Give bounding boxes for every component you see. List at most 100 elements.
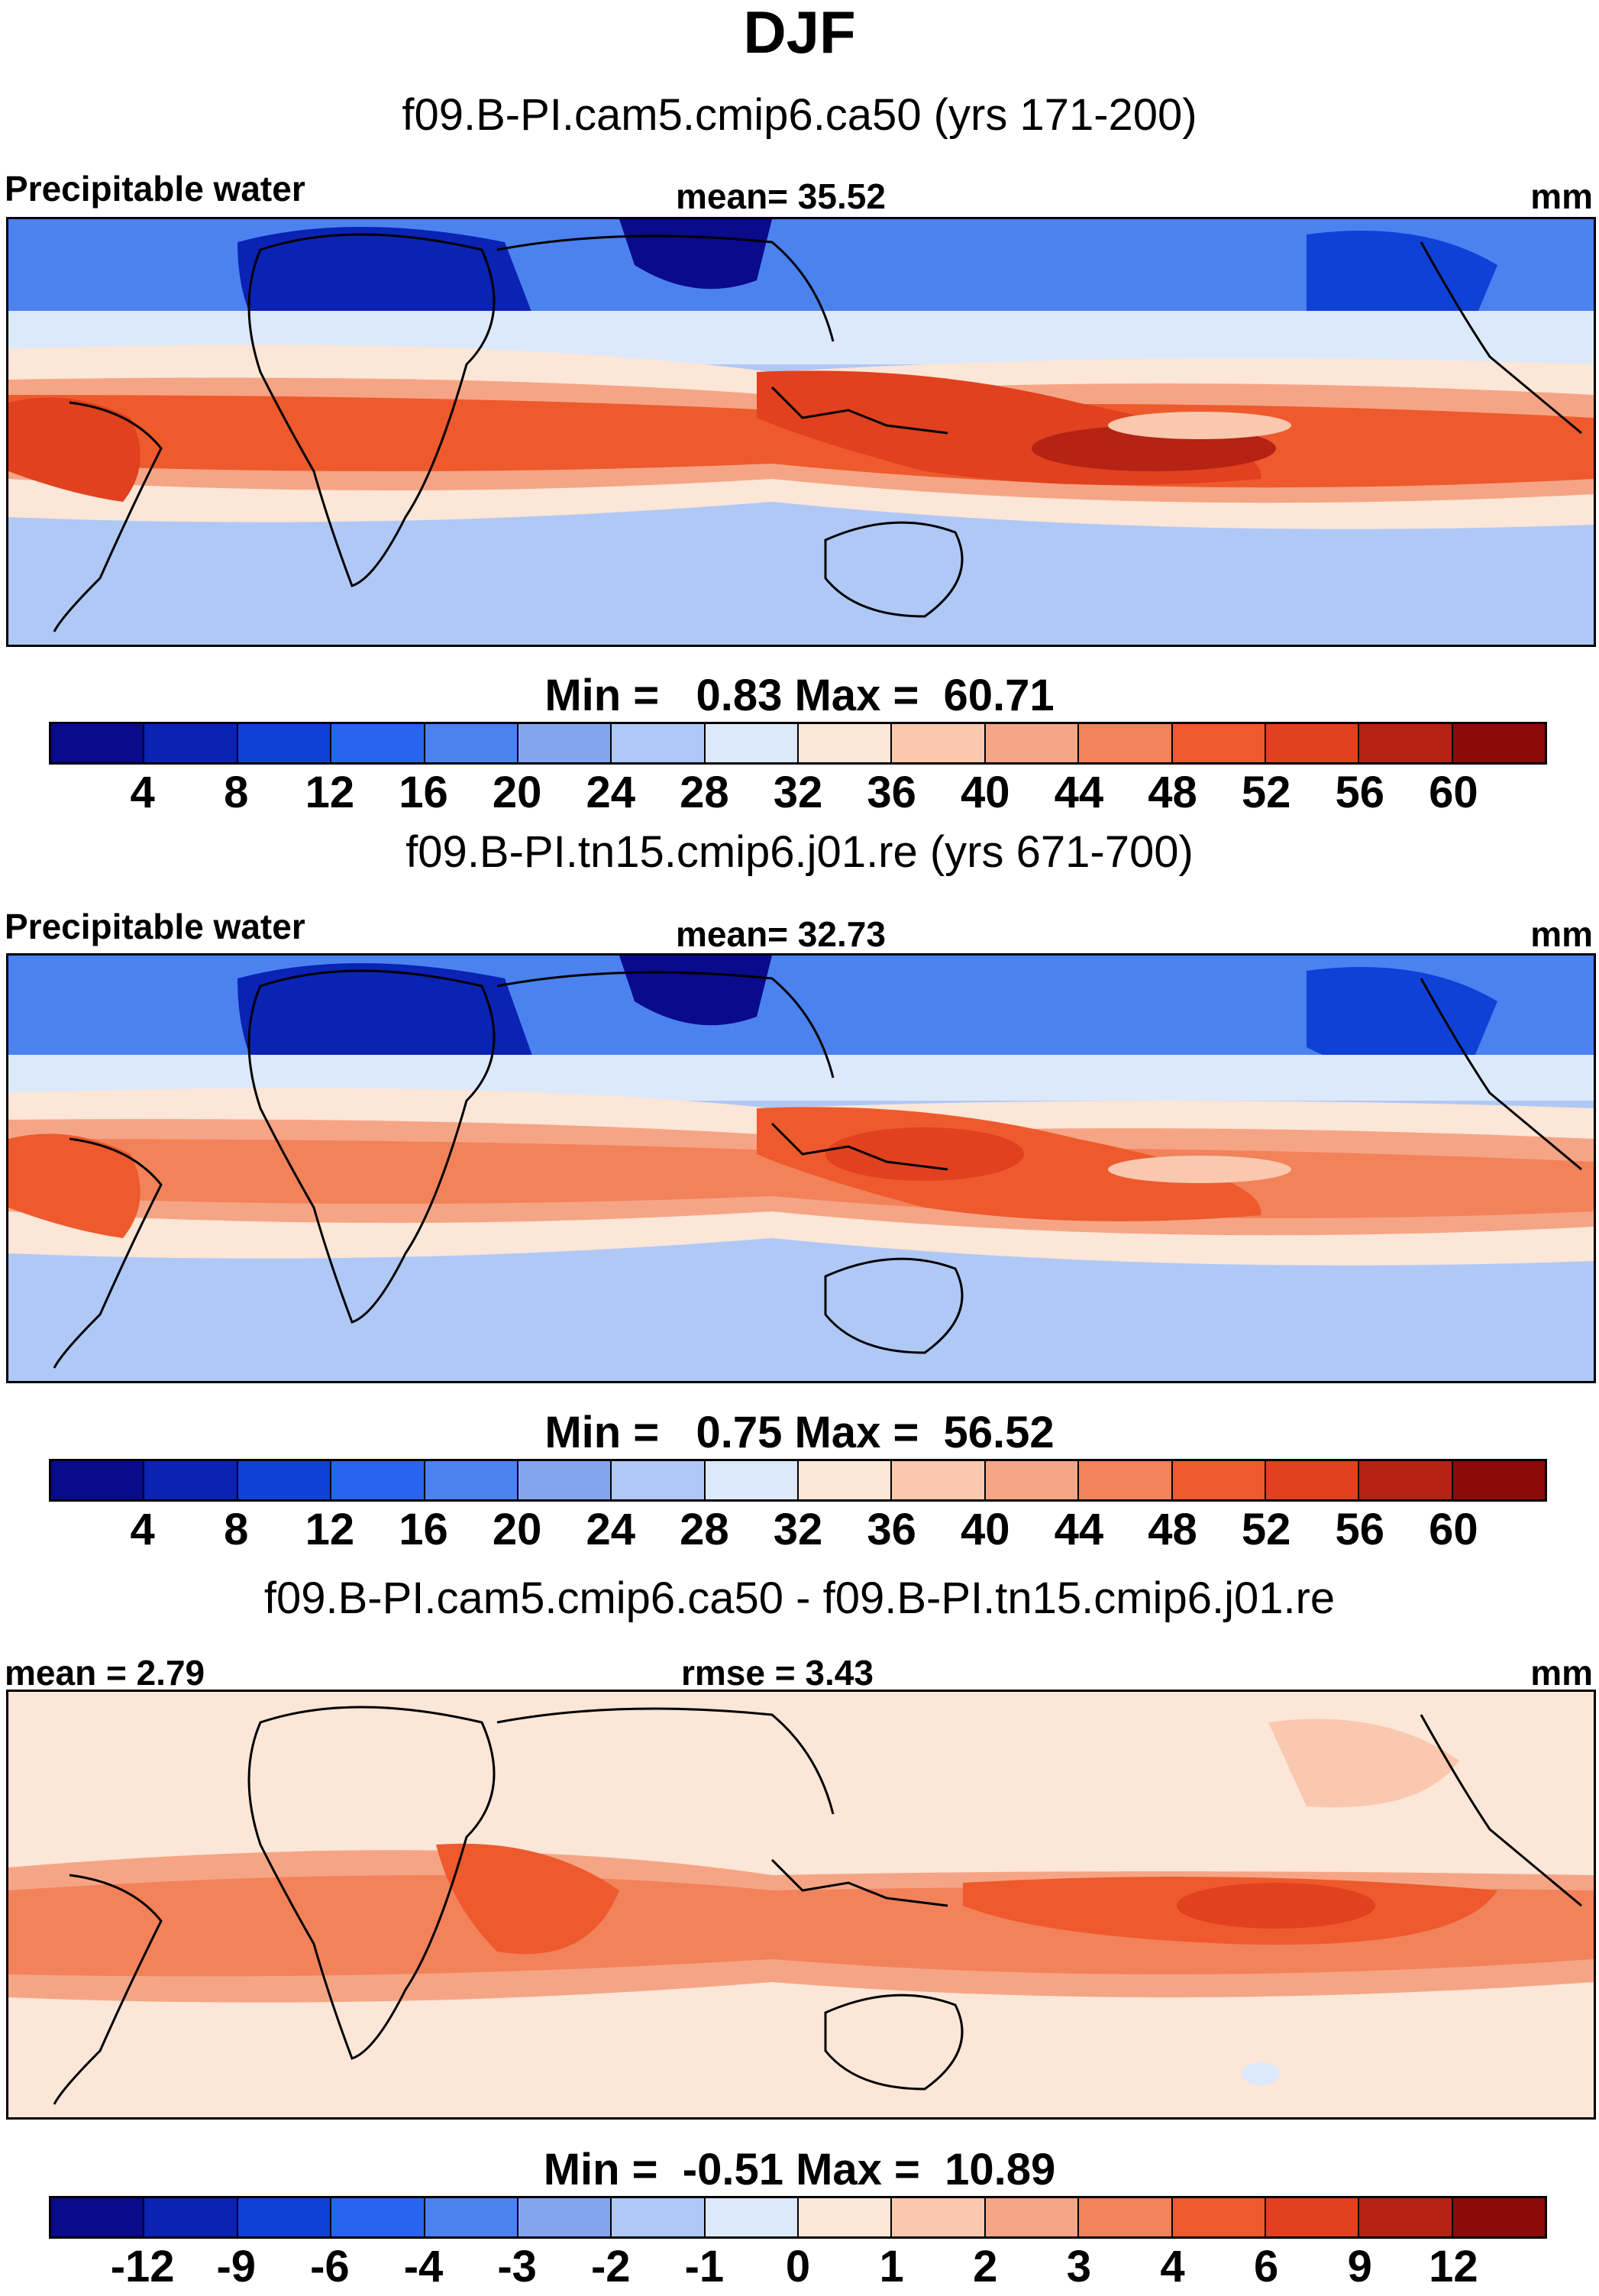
colorbar-tick-label: 4 (130, 768, 155, 817)
panel2-case-title: f09.B-PI.tn15.cmip6.j01.re (yrs 671-700) (405, 827, 1194, 877)
colorbar-swatch (237, 1461, 332, 1499)
colorbar-swatch (612, 724, 706, 762)
colorbar-swatch (892, 1461, 986, 1499)
colorbar-tick-label: 40 (960, 768, 1010, 817)
colorbar-tick-label: 56 (1335, 768, 1385, 817)
precipitable-water-map-ca50 (8, 219, 1594, 645)
colorbar-swatch (331, 724, 425, 762)
colorbar-swatch (425, 2198, 518, 2236)
colorbar-swatch (237, 2198, 332, 2236)
colorbar-swatch (144, 2198, 238, 2236)
figure-title: DJF (743, 0, 856, 66)
colorbar-swatch (51, 724, 145, 762)
panel3-min-max: Min = -0.51 Max = 10.89 (543, 2145, 1056, 2194)
colorbar-swatch (1172, 724, 1266, 762)
colorbar-swatch (518, 724, 612, 762)
colorbar-swatch (705, 2198, 799, 2236)
colorbar-swatch (1359, 1461, 1453, 1499)
colorbar-swatch (1452, 2198, 1545, 2236)
colorbar-tick-label: 60 (1429, 768, 1478, 817)
colorbar-swatch (1079, 724, 1173, 762)
colorbar-tick-label: 28 (680, 1505, 729, 1554)
colorbar-tick-label: 36 (867, 768, 916, 817)
colorbar-tick-label: -9 (216, 2242, 257, 2291)
colorbar-tick-label: 32 (773, 768, 823, 817)
colorbar-swatch (1452, 724, 1545, 762)
colorbar-tick-label: -6 (310, 2242, 350, 2291)
colorbar-tick-label: 52 (1241, 1505, 1291, 1554)
colorbar-tick-label: 16 (399, 768, 448, 817)
colorbar-swatch (518, 1461, 612, 1499)
colorbar-tick-label: 0 (785, 2242, 811, 2291)
colorbar-tick-label: 20 (492, 1505, 542, 1554)
colorbar-swatch (985, 1461, 1080, 1499)
colorbar-swatch (331, 2198, 425, 2236)
colorbar-tick-label: -4 (403, 2242, 444, 2291)
colorbar-swatch (51, 1461, 145, 1499)
colorbar-tick-label: 9 (1347, 2242, 1372, 2291)
colorbar-tick-label: -3 (497, 2242, 537, 2291)
panel1-colorbar-ticks: 4 8 12 16 20 24 28 32 36 40 44 48 52 56 60 (49, 768, 1547, 822)
colorbar-tick-label: 8 (224, 768, 249, 817)
colorbar-swatch (51, 2198, 145, 2236)
colorbar-swatch (705, 724, 799, 762)
colorbar-swatch (425, 1461, 518, 1499)
colorbar-swatch (1452, 1461, 1545, 1499)
colorbar-swatch (144, 724, 238, 762)
panel1-variable-label: Precipitable water (5, 169, 305, 209)
panel1-case-title: f09.B-PI.cam5.cmip6.ca50 (yrs 171-200) (402, 90, 1197, 140)
panel2-colorbar-ticks: 4 8 12 16 20 24 28 32 36 40 44 48 52 56 60 (49, 1505, 1547, 1559)
colorbar-tick-label: 32 (773, 1505, 823, 1554)
colorbar-tick-label: 12 (305, 1505, 355, 1554)
colorbar-tick-label: 24 (586, 768, 636, 817)
colorbar-tick-label: 4 (1160, 2242, 1185, 2291)
colorbar-swatch (799, 1461, 893, 1499)
colorbar-tick-label: 16 (399, 1505, 448, 1554)
panel3-colorbar-ticks: -12 -9 -6 -4 -3 -2 -1 0 1 2 3 4 6 9 12 (49, 2243, 1547, 2296)
colorbar-tick-label: 3 (1066, 2242, 1092, 2291)
panel3-rmse-label: rmse = 3.43 (681, 1653, 874, 1693)
colorbar-tick-label: 2 (973, 2242, 998, 2291)
panel2-mean-label: mean= 32.73 (676, 914, 886, 954)
panel1-units-label: mm (1530, 176, 1593, 216)
panel1-min-max: Min = 0.83 Max = 60.71 (544, 671, 1055, 720)
colorbar-swatch (612, 2198, 706, 2236)
colorbar-swatch (1172, 2198, 1266, 2236)
colorbar-swatch (1265, 724, 1360, 762)
colorbar-tick-label: 36 (867, 1505, 916, 1554)
colorbar-tick-label: 12 (1429, 2242, 1478, 2291)
colorbar-swatch (705, 1461, 799, 1499)
colorbar-tick-label: 56 (1335, 1505, 1385, 1554)
colorbar-swatch (1359, 2198, 1453, 2236)
colorbar-swatch (612, 1461, 706, 1499)
panel1-colorbar (49, 722, 1547, 765)
colorbar-tick-label: 40 (960, 1505, 1010, 1554)
colorbar-swatch (1172, 1461, 1266, 1499)
colorbar-swatch (985, 724, 1080, 762)
panel1-map (6, 217, 1596, 647)
colorbar-swatch (518, 2198, 612, 2236)
colorbar-tick-label: 6 (1253, 2242, 1279, 2291)
colorbar-tick-label: 44 (1054, 1505, 1104, 1554)
colorbar-swatch (1079, 1461, 1173, 1499)
colorbar-swatch (1359, 724, 1453, 762)
colorbar-swatch (425, 724, 518, 762)
colorbar-swatch (1079, 2198, 1173, 2236)
panel3-colorbar (49, 2196, 1547, 2239)
panel2-units-label: mm (1530, 914, 1593, 954)
colorbar-tick-label: 8 (224, 1505, 249, 1554)
colorbar-swatch (985, 2198, 1080, 2236)
colorbar-tick-label: 48 (1148, 1505, 1197, 1554)
colorbar-tick-label: 52 (1241, 768, 1291, 817)
colorbar-swatch (1265, 1461, 1360, 1499)
panel3-units-label: mm (1530, 1653, 1593, 1693)
colorbar-tick-label: -1 (684, 2242, 725, 2291)
panel1-mean-label: mean= 35.52 (676, 176, 886, 216)
panel3-mean-label: mean = 2.79 (5, 1653, 205, 1693)
precipitable-water-map-j01 (8, 956, 1594, 1381)
panel3-case-title: f09.B-PI.cam5.cmip6.ca50 - f09.B-PI.tn15… (263, 1573, 1336, 1623)
colorbar-swatch (892, 2198, 986, 2236)
colorbar-tick-label: 12 (305, 768, 355, 817)
colorbar-tick-label: 48 (1148, 768, 1197, 817)
colorbar-tick-label: 60 (1429, 1505, 1478, 1554)
